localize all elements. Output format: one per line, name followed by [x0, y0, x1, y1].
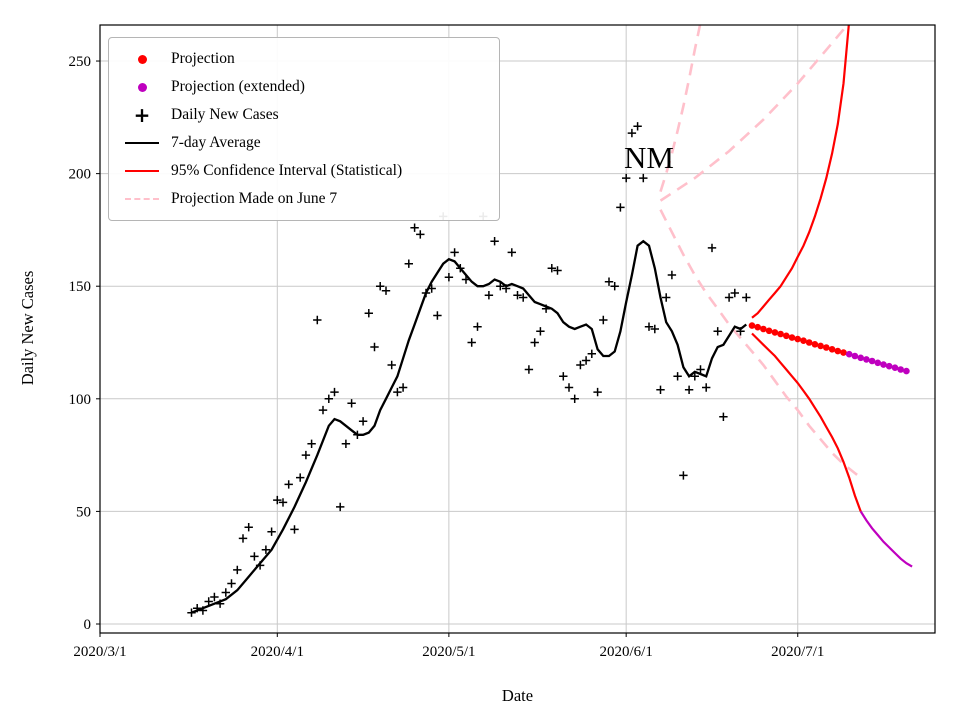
- legend-item: + Daily New Cases: [119, 102, 489, 128]
- red-dot-marker-icon: [119, 54, 165, 64]
- legend-item: 7-day Average: [119, 130, 489, 156]
- red-line-marker-icon: [119, 170, 165, 172]
- legend-item: Projection Made on June 7: [119, 186, 489, 212]
- svg-text:2020/3/1: 2020/3/1: [73, 644, 126, 660]
- svg-text:2020/6/1: 2020/6/1: [599, 644, 652, 660]
- black-line-marker-icon: [119, 142, 165, 144]
- svg-text:0: 0: [84, 617, 92, 633]
- legend-item: 95% Confidence Interval (Statistical): [119, 158, 489, 184]
- legend-label: Projection Made on June 7: [171, 190, 338, 207]
- svg-text:200: 200: [69, 167, 92, 183]
- magenta-dot-marker-icon: [119, 82, 165, 92]
- legend-label: Projection: [171, 50, 235, 67]
- svg-text:2020/7/1: 2020/7/1: [771, 644, 824, 660]
- legend: Projection Projection (extended) + Daily Ne…: [108, 37, 500, 221]
- y-axis-label: Daily New Cases: [18, 270, 37, 386]
- plus-marker-icon: +: [133, 103, 151, 127]
- legend-label: Projection (extended): [171, 78, 305, 95]
- x-axis-label: Date: [501, 686, 534, 705]
- svg-text:2020/5/1: 2020/5/1: [422, 644, 475, 660]
- svg-text:2020/4/1: 2020/4/1: [251, 644, 304, 660]
- legend-label: 7-day Average: [171, 134, 261, 151]
- legend-label: 95% Confidence Interval (Statistical): [171, 162, 403, 179]
- legend-item: Projection (extended): [119, 74, 489, 100]
- pink-dashed-marker-icon: [119, 198, 165, 200]
- state-annotation: NM: [624, 140, 674, 176]
- legend-label: Daily New Cases: [171, 106, 279, 123]
- svg-text:250: 250: [69, 54, 92, 70]
- svg-text:50: 50: [76, 504, 91, 520]
- svg-text:100: 100: [69, 392, 92, 408]
- svg-text:150: 150: [69, 279, 92, 295]
- legend-item: Projection: [119, 46, 489, 72]
